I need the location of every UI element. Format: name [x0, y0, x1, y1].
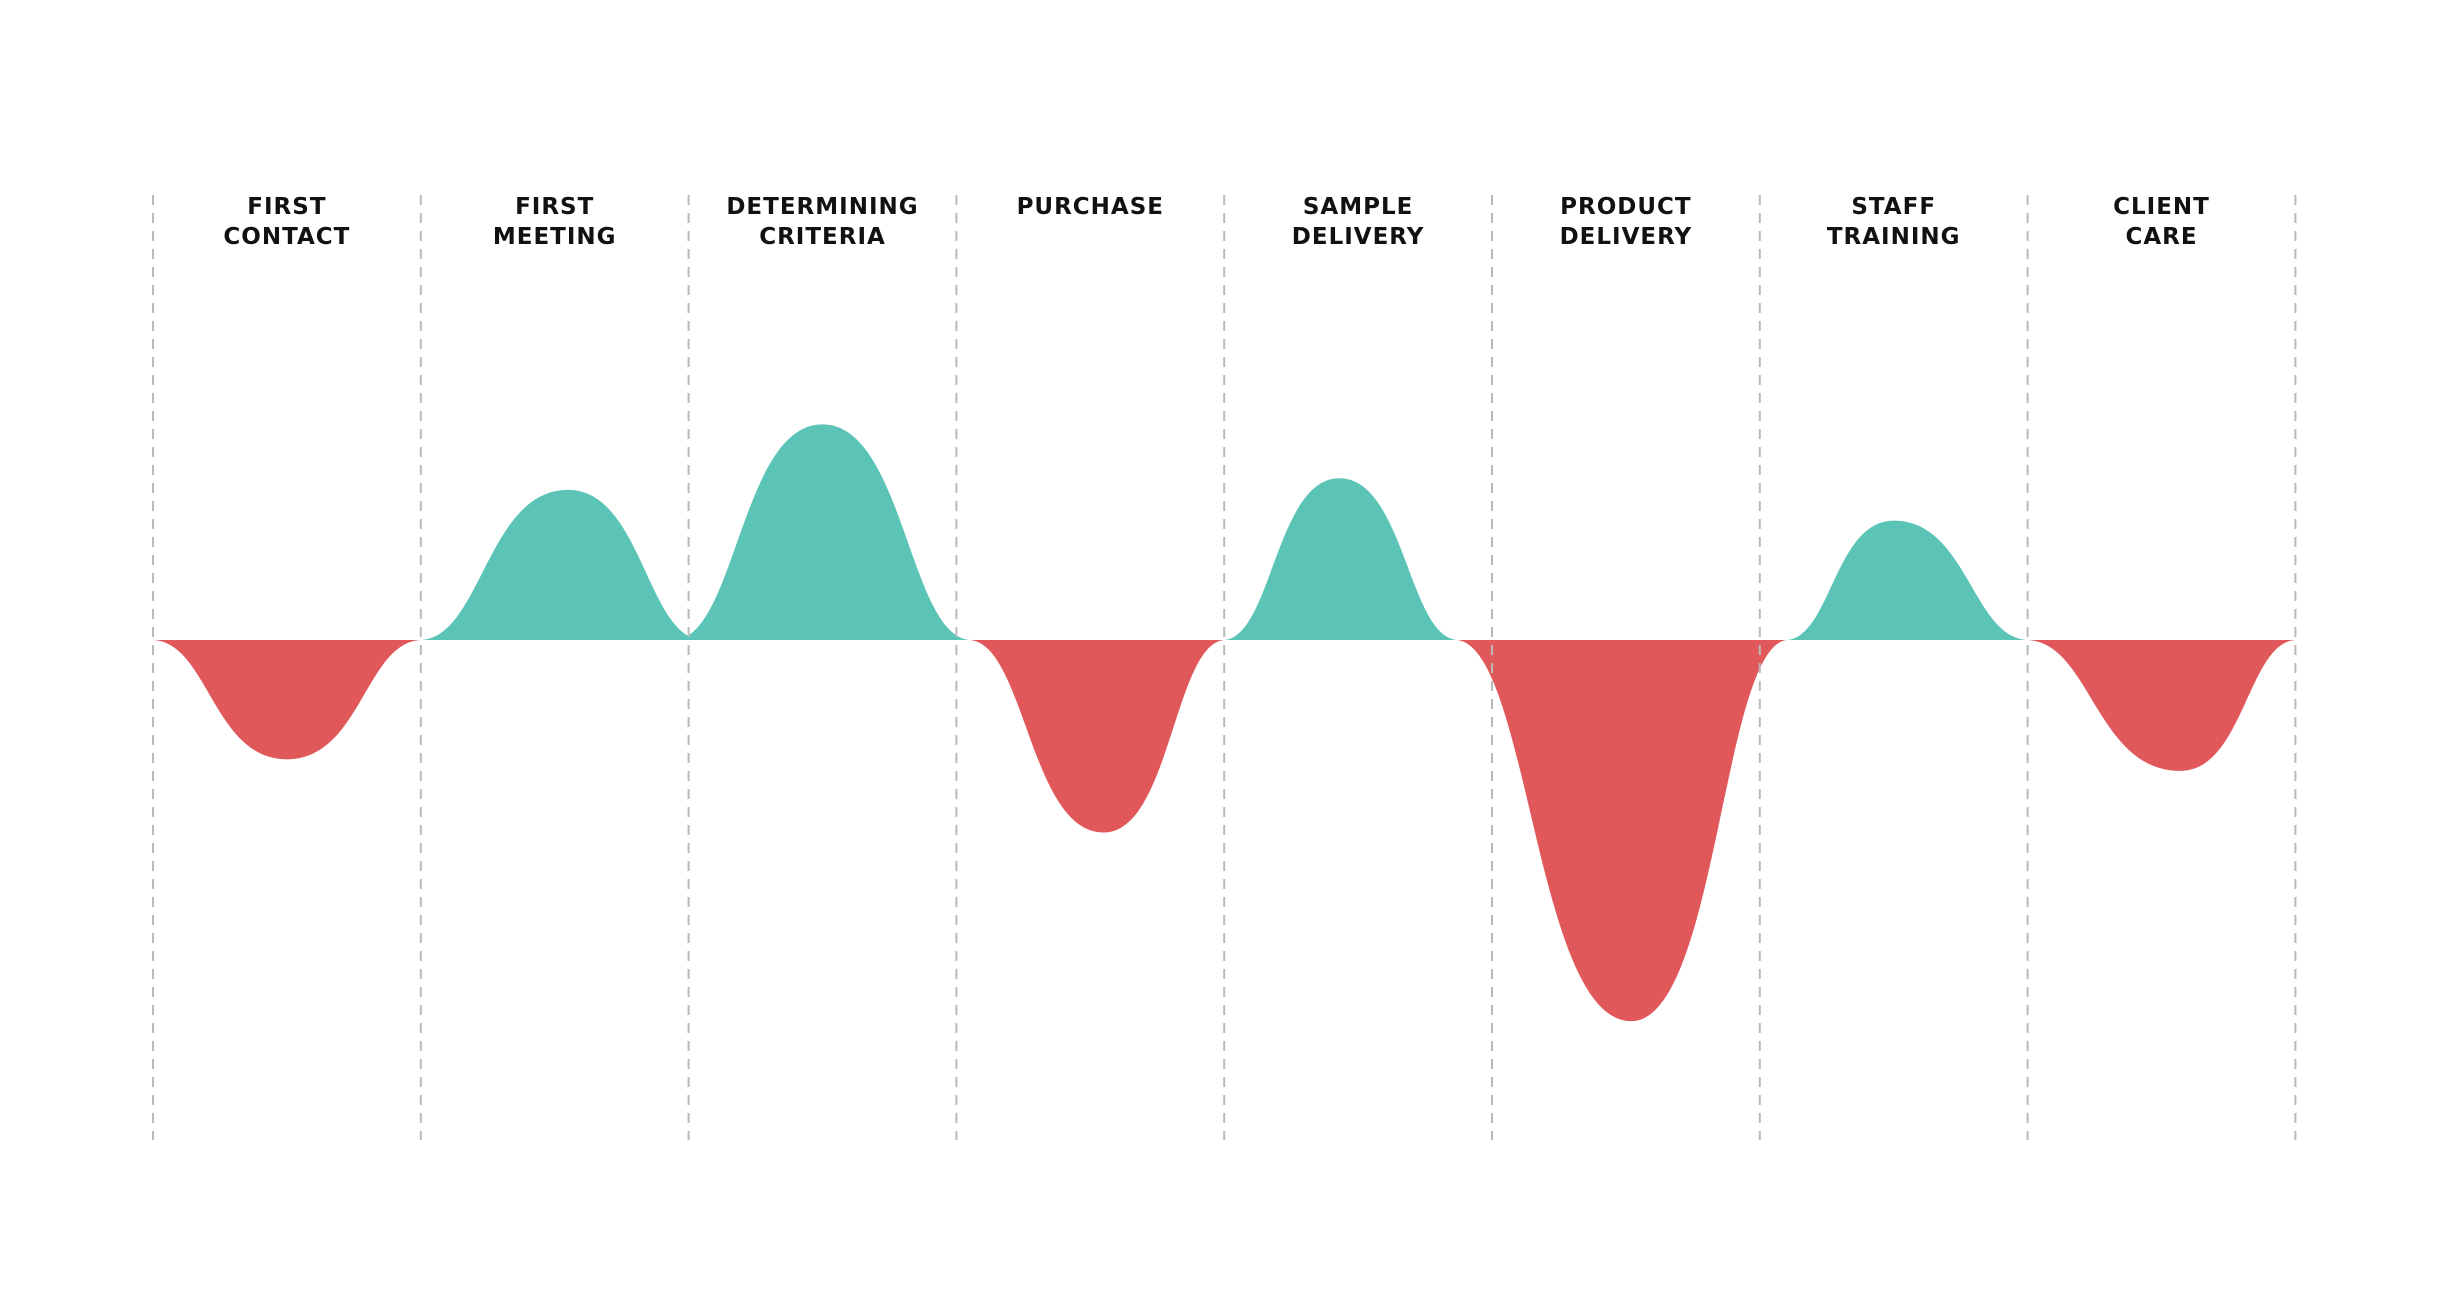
stage-label-line: SAMPLE: [1303, 194, 1413, 220]
stage-label-first-contact: FIRST CONTACT: [223, 194, 350, 250]
stage-labels: FIRST CONTACT FIRST MEETING DETERMINING CRITE…: [223, 194, 2210, 250]
stage-label-product-delivery: PRODUCT DELIVERY: [1560, 194, 1693, 250]
stage-label-line: CLIENT: [2113, 194, 2210, 220]
stage-label-line: DELIVERY: [1292, 224, 1425, 250]
stage-label-determining-criteria: DETERMINING CRITERIA: [726, 194, 918, 250]
sentiment-area-determining-criteria: [675, 424, 970, 640]
stage-label-client-care: CLIENT CARE: [2113, 194, 2210, 250]
stage-label-line: PURCHASE: [1017, 194, 1164, 220]
stage-label-line: PRODUCT: [1560, 194, 1691, 220]
stage-label-line: CRITERIA: [759, 224, 886, 250]
stage-label-line: FIRST: [247, 194, 326, 220]
stage-label-staff-training: STAFF TRAINING: [1827, 194, 1961, 250]
sentiment-area-first-contact: [153, 640, 421, 760]
stage-label-line: CONTACT: [223, 224, 350, 250]
sentiment-area-purchase: [969, 640, 1225, 833]
stage-label-sample-delivery: SAMPLE DELIVERY: [1292, 194, 1425, 250]
stage-label-line: FIRST: [515, 194, 594, 220]
stage-dividers: [152, 195, 2297, 1140]
sentiment-area-first-meeting: [420, 489, 702, 640]
stage-label-line: TRAINING: [1827, 224, 1961, 250]
stage-label-line: DETERMINING: [726, 194, 918, 220]
sentiment-area-client-care: [2027, 640, 2296, 771]
sentiment-area-staff-training: [1786, 520, 2028, 640]
stage-label-line: MEETING: [493, 224, 617, 250]
stage-label-line: STAFF: [1851, 194, 1936, 220]
stage-label-line: CARE: [2125, 224, 2197, 250]
sentiment-areas: [153, 424, 2296, 1022]
stage-label-purchase: PURCHASE: [1017, 194, 1164, 220]
stage-label-line: DELIVERY: [1560, 224, 1693, 250]
sentiment-area-sample-delivery: [1224, 478, 1458, 640]
sentiment-area-product-delivery: [1457, 640, 1787, 1022]
stage-label-first-meeting: FIRST MEETING: [493, 194, 617, 250]
